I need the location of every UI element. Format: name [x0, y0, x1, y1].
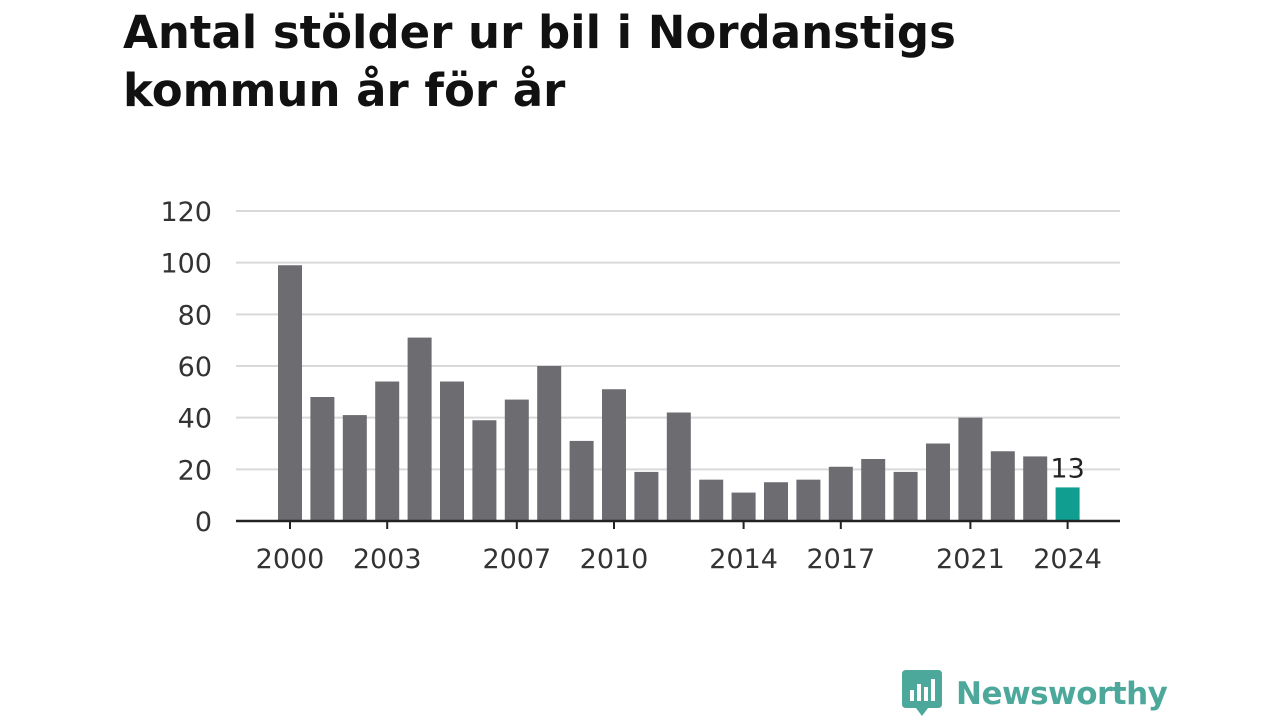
- x-tick-label: 2010: [580, 544, 649, 575]
- y-axis-ticks: 0 20 40 60 80 100 120: [160, 197, 212, 538]
- bar: [472, 420, 497, 521]
- bar: [926, 443, 950, 521]
- bar: [796, 479, 821, 521]
- bar: [828, 466, 853, 521]
- bar: [602, 389, 626, 521]
- bar: [764, 482, 788, 521]
- bar: [407, 337, 432, 521]
- chart-title: Antal stölder ur bil i Nordanstigs kommu…: [123, 6, 956, 117]
- bar: [342, 415, 367, 521]
- bar: [537, 366, 562, 521]
- bar: [958, 417, 983, 521]
- y-tick-label: 20: [178, 455, 212, 486]
- newsworthy-speech-bubble-chart-icon: [902, 670, 942, 716]
- bar: [990, 451, 1015, 521]
- brand-name: Newsworthy: [956, 676, 1168, 712]
- bar: [310, 397, 335, 521]
- bar: [893, 471, 918, 521]
- bar: [861, 459, 886, 521]
- bar: [666, 412, 691, 521]
- x-tick-label: 2007: [482, 544, 551, 575]
- bars: [278, 265, 1080, 521]
- y-tick-label: 100: [160, 249, 212, 280]
- bar: [278, 265, 302, 521]
- y-tick-label: 0: [195, 507, 212, 538]
- x-tick-label: 2014: [709, 544, 778, 575]
- x-tick-label: 2017: [806, 544, 875, 575]
- y-tick-label: 60: [178, 352, 212, 383]
- data-label: 13: [1050, 453, 1084, 484]
- bar: [504, 399, 529, 521]
- x-tick-label: 2003: [353, 544, 422, 575]
- y-tick-label: 120: [160, 197, 212, 228]
- x-axis-ticks: 2000 2003 2007 2010 2014 2017 2021 2024: [256, 521, 1102, 575]
- data-labels: 13: [1050, 453, 1084, 484]
- bar: [699, 479, 724, 521]
- x-tick-label: 2021: [936, 544, 1005, 575]
- y-tick-label: 80: [178, 300, 212, 331]
- bar: [1055, 487, 1080, 521]
- bar: [731, 492, 756, 521]
- y-tick-label: 40: [178, 404, 212, 435]
- bar: [634, 471, 659, 521]
- bar: [1023, 456, 1048, 521]
- bar: [569, 440, 594, 521]
- newsworthy-logo: Newsworthy: [902, 670, 1168, 718]
- x-tick-label: 2000: [256, 544, 325, 575]
- x-tick-label: 2024: [1033, 544, 1102, 575]
- bar: [375, 381, 400, 521]
- bar: [440, 381, 464, 521]
